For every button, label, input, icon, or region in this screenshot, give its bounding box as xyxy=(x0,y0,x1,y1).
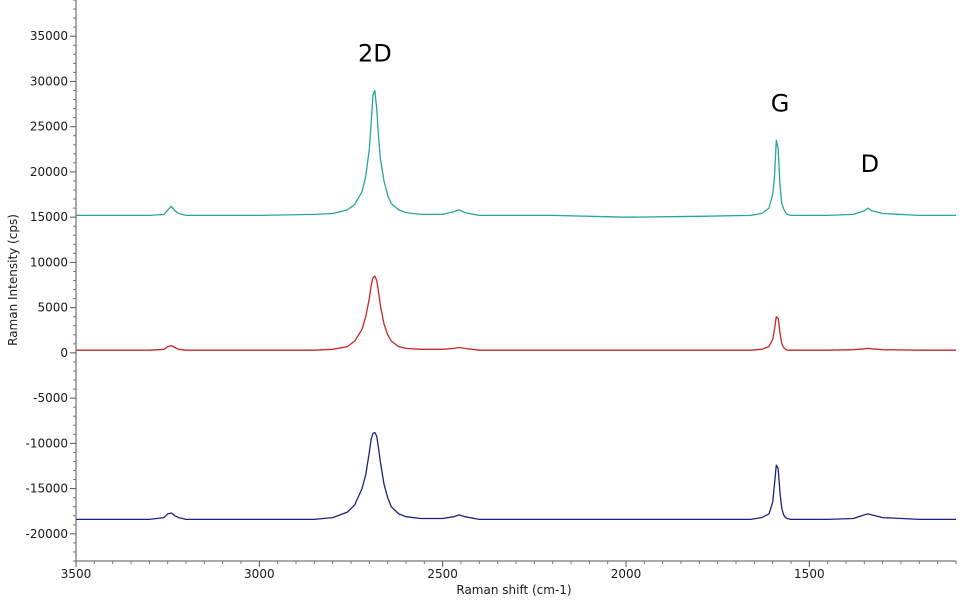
axis-layer xyxy=(70,0,957,567)
y-tick-label: 30000 xyxy=(30,74,68,88)
y-tick-label: 20000 xyxy=(30,165,68,179)
series-line-2 xyxy=(76,275,956,351)
x-tick-label: 1500 xyxy=(794,567,825,581)
y-axis-title: Raman Intensity (cps) xyxy=(6,214,20,346)
x-tick-label: 3500 xyxy=(61,567,92,581)
series-layer xyxy=(76,89,956,521)
y-tick-label: -20000 xyxy=(25,527,68,541)
x-tick-label: 3000 xyxy=(244,567,275,581)
y-tick-label: 5000 xyxy=(37,301,68,315)
y-tick-label: 15000 xyxy=(30,210,68,224)
x-tick-label: 2500 xyxy=(427,567,458,581)
y-tick-label: 25000 xyxy=(30,120,68,134)
tick-label-layer: 35000 30000 25000 20000 15000 10000 5000 0 -5000… xyxy=(25,29,824,581)
series-line-3 xyxy=(76,431,956,521)
series-line-1 xyxy=(76,89,956,218)
x-axis-title: Raman shift (cm-1) xyxy=(456,583,571,597)
y-tick-label: 0 xyxy=(60,346,68,360)
x-tick-label: 2000 xyxy=(611,567,642,581)
y-tick-label: 35000 xyxy=(30,29,68,43)
peak-label-g: G xyxy=(771,89,790,117)
y-tick-label: -10000 xyxy=(25,436,68,450)
peak-label-2d: 2D xyxy=(358,40,392,68)
peak-label-d: D xyxy=(861,150,879,178)
y-tick-label: -15000 xyxy=(25,482,68,496)
annotation-layer: 2D G D xyxy=(358,40,879,178)
y-tick-label: 10000 xyxy=(30,255,68,269)
y-tick-label: -5000 xyxy=(33,391,68,405)
